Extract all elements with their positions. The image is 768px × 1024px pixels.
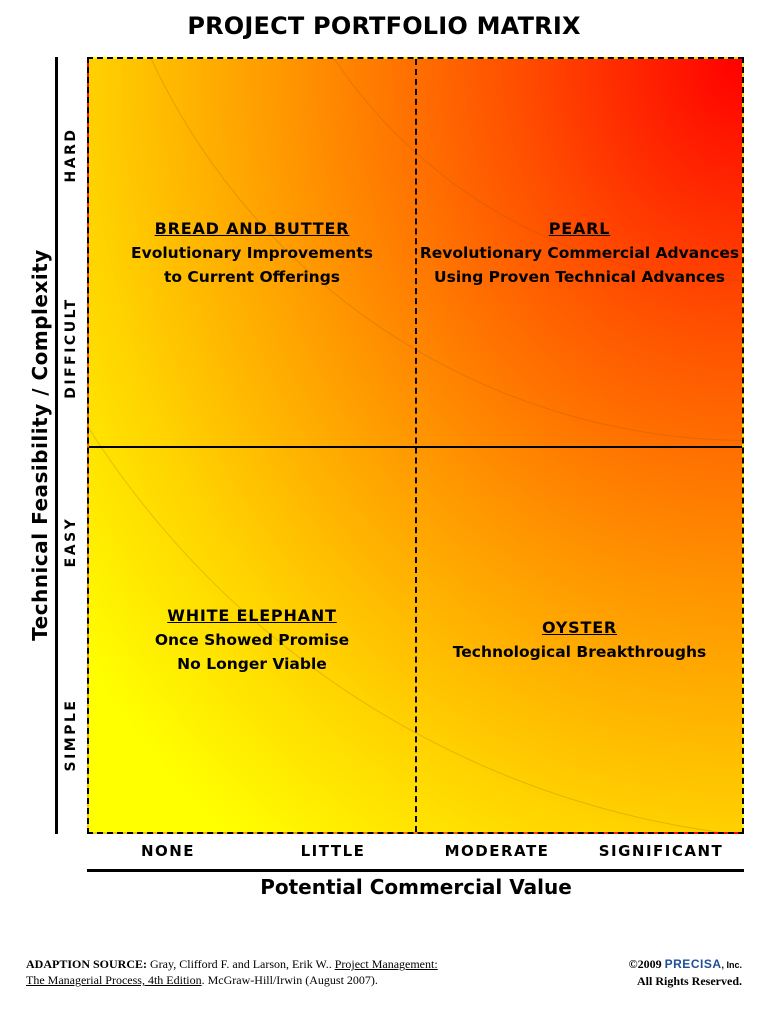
y-tick-difficult: DIFFICULT (63, 297, 79, 399)
y-axis-line (55, 57, 58, 834)
source-book-title: Project Management: (334, 957, 438, 971)
y-tick-easy: EASY (63, 516, 79, 568)
quadrant-description: Revolutionary Commercial Advances (419, 244, 740, 262)
quadrant-oyster: OYSTER Technological Breakthroughs (415, 616, 742, 664)
quadrant-description: Evolutionary Improvements (131, 244, 373, 262)
y-axis-label: Technical Feasibility / Complexity (28, 249, 52, 641)
copyright-notice: ©2009 PRECISA, Inc. All Rights Reserved. (629, 956, 742, 989)
quadrant-description: No Longer Viable (177, 655, 327, 673)
page-title: PROJECT PORTFOLIO MATRIX (187, 12, 581, 40)
x-tick-none: NONE (140, 842, 196, 860)
quadrant-title: WHITE ELEPHANT (167, 606, 337, 625)
quadrant-pearl: PEARL Revolutionary Commercial Advances … (415, 217, 742, 289)
quadrant-description: Using Proven Technical Advances (434, 268, 725, 286)
y-tick-simple: SIMPLE (63, 698, 79, 772)
quadrant-bread-and-butter: BREAD AND BUTTER Evolutionary Improvemen… (89, 217, 415, 289)
source-publisher: . McGraw-Hill/Irwin (August 2007). (201, 973, 378, 987)
quadrant-description: to Current Offerings (163, 268, 341, 286)
x-axis-line (87, 869, 744, 872)
source-citation: ADAPTION SOURCE: Gray, Clifford F. and L… (26, 956, 496, 988)
source-authors: Gray, Clifford F. and Larson, Erik W.. (147, 957, 335, 971)
quadrant-description: Once Showed Promise (154, 631, 350, 649)
y-tick-hard: HARD (63, 127, 79, 183)
copyright-year: ©2009 (628, 957, 665, 971)
x-tick-little: LITTLE (300, 842, 366, 860)
quadrant-title: PEARL (548, 219, 611, 238)
brand-name: PRECISA (664, 957, 722, 971)
vertical-divider (415, 59, 417, 832)
source-book-subtitle: The Managerial Process, 4th Edition (26, 973, 202, 987)
quadrant-title: OYSTER (541, 618, 618, 637)
quadrant-white-elephant: WHITE ELEPHANT Once Showed Promise No Lo… (89, 604, 415, 676)
quadrant-description: Technological Breakthroughs (452, 643, 707, 661)
x-tick-moderate: MODERATE (444, 842, 550, 860)
portfolio-matrix: BREAD AND BUTTER Evolutionary Improvemen… (87, 57, 744, 834)
rights-text: All Rights Reserved. (637, 974, 742, 988)
x-tick-significant: SIGNIFICANT (598, 842, 724, 860)
x-axis-label: Potential Commercial Value (260, 875, 572, 899)
brand-suffix: , Inc. (721, 960, 742, 970)
quadrant-title: BREAD AND BUTTER (154, 219, 350, 238)
source-prefix: ADAPTION SOURCE: (26, 957, 148, 971)
